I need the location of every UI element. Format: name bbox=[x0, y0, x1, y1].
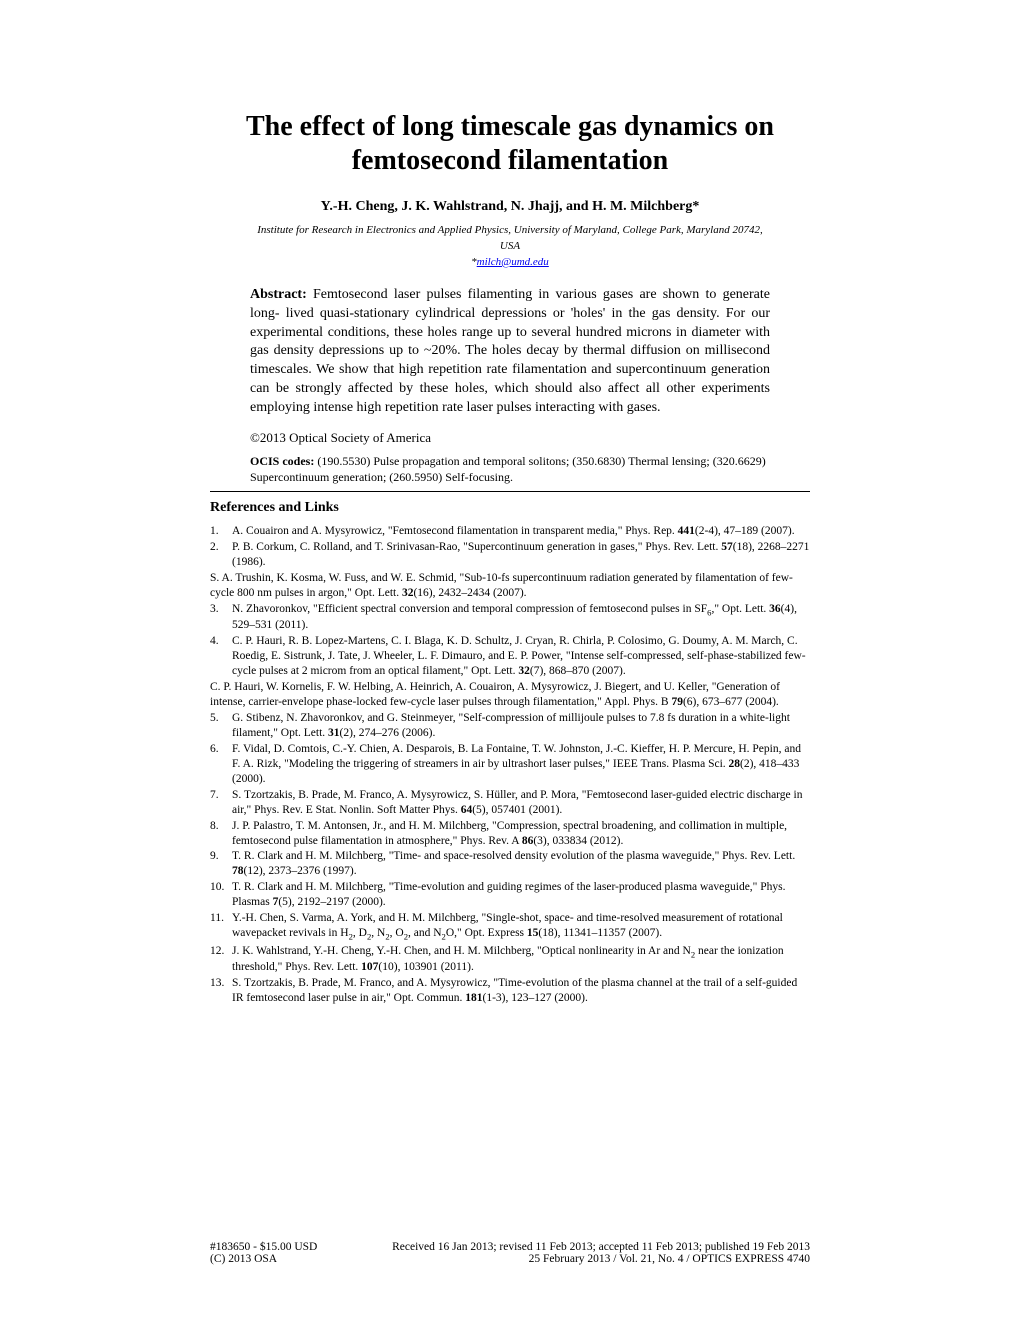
email-link[interactable]: milch@umd.edu bbox=[477, 256, 549, 268]
reference-item: 5.G. Stibenz, N. Zhavoronkov, and G. Ste… bbox=[210, 711, 810, 741]
footer-article-id: #183650 - $15.00 USD bbox=[210, 1241, 317, 1253]
reference-number: 12. bbox=[210, 944, 232, 975]
reference-item: 13.S. Tzortzakis, B. Prade, M. Franco, a… bbox=[210, 976, 810, 1006]
reference-text: N. Zhavoronkov, "Efficient spectral conv… bbox=[232, 602, 810, 633]
reference-number: 10. bbox=[210, 880, 232, 910]
reference-item: 8.J. P. Palastro, T. M. Antonsen, Jr., a… bbox=[210, 819, 810, 849]
reference-text: T. R. Clark and H. M. Milchberg, "Time-e… bbox=[232, 880, 810, 910]
page-footer: #183650 - $15.00 USD Received 16 Jan 201… bbox=[210, 1241, 810, 1265]
reference-number: 11. bbox=[210, 911, 232, 942]
reference-item: 1.A. Couairon and A. Mysyrowicz, "Femtos… bbox=[210, 524, 810, 539]
affiliation-line1: Institute for Research in Electronics an… bbox=[210, 223, 810, 237]
reference-item: 4.C. P. Hauri, R. B. Lopez-Martens, C. I… bbox=[210, 634, 810, 679]
reference-text: C. P. Hauri, R. B. Lopez-Martens, C. I. … bbox=[232, 634, 810, 679]
reference-number: 7. bbox=[210, 788, 232, 818]
reference-text: F. Vidal, D. Comtois, C.-Y. Chien, A. De… bbox=[232, 742, 810, 787]
reference-number: 13. bbox=[210, 976, 232, 1006]
footer-dates: Received 16 Jan 2013; revised 11 Feb 201… bbox=[392, 1241, 810, 1253]
reference-number: 1. bbox=[210, 524, 232, 539]
reference-text: S. A. Trushin, K. Kosma, W. Fuss, and W.… bbox=[210, 571, 810, 601]
reference-item: 6.F. Vidal, D. Comtois, C.-Y. Chien, A. … bbox=[210, 742, 810, 787]
authors: Y.-H. Cheng, J. K. Wahlstrand, N. Jhajj,… bbox=[210, 199, 810, 215]
abstract-label: Abstract: bbox=[250, 287, 307, 302]
references-list: 1.A. Couairon and A. Mysyrowicz, "Femtos… bbox=[210, 524, 810, 1006]
reference-item-continuation: S. A. Trushin, K. Kosma, W. Fuss, and W.… bbox=[210, 571, 810, 601]
affiliation-line2: USA bbox=[210, 239, 810, 253]
reference-number: 8. bbox=[210, 819, 232, 849]
corresponding-email: *milch@umd.edu bbox=[210, 256, 810, 268]
ocis-codes: OCIS codes: (190.5530) Pulse propagation… bbox=[210, 454, 810, 485]
reference-text: S. Tzortzakis, B. Prade, M. Franco, and … bbox=[232, 976, 810, 1006]
reference-text: C. P. Hauri, W. Kornelis, F. W. Helbing,… bbox=[210, 680, 810, 710]
abstract-block: Abstract: Femtosecond laser pulses filam… bbox=[210, 286, 810, 418]
references-heading: References and Links bbox=[210, 500, 810, 516]
reference-text: J. K. Wahlstrand, Y.-H. Cheng, Y.-H. Che… bbox=[232, 944, 810, 975]
reference-number: 4. bbox=[210, 634, 232, 679]
ocis-text: (190.5530) Pulse propagation and tempora… bbox=[250, 454, 766, 484]
reference-text: Y.-H. Chen, S. Varma, A. York, and H. M.… bbox=[232, 911, 810, 942]
reference-item: 9.T. R. Clark and H. M. Milchberg, "Time… bbox=[210, 849, 810, 879]
reference-text: P. B. Corkum, C. Rolland, and T. Sriniva… bbox=[232, 540, 810, 570]
reference-number: 6. bbox=[210, 742, 232, 787]
copyright-notice: ©2013 Optical Society of America bbox=[210, 430, 810, 446]
footer-issue: 25 February 2013 / Vol. 21, No. 4 / OPTI… bbox=[529, 1253, 810, 1265]
reference-text: S. Tzortzakis, B. Prade, M. Franco, A. M… bbox=[232, 788, 810, 818]
reference-text: T. R. Clark and H. M. Milchberg, "Time- … bbox=[232, 849, 810, 879]
reference-text: A. Couairon and A. Mysyrowicz, "Femtosec… bbox=[232, 524, 810, 539]
reference-item: 7.S. Tzortzakis, B. Prade, M. Franco, A.… bbox=[210, 788, 810, 818]
reference-item: 10.T. R. Clark and H. M. Milchberg, "Tim… bbox=[210, 880, 810, 910]
reference-item-continuation: C. P. Hauri, W. Kornelis, F. W. Helbing,… bbox=[210, 680, 810, 710]
abstract-body: Femtosecond laser pulses filamenting in … bbox=[250, 287, 770, 415]
reference-number: 9. bbox=[210, 849, 232, 879]
reference-number: 3. bbox=[210, 602, 232, 633]
reference-number: 5. bbox=[210, 711, 232, 741]
footer-copyright: (C) 2013 OSA bbox=[210, 1253, 277, 1265]
reference-item: 12.J. K. Wahlstrand, Y.-H. Cheng, Y.-H. … bbox=[210, 944, 810, 975]
reference-text: G. Stibenz, N. Zhavoronkov, and G. Stein… bbox=[232, 711, 810, 741]
paper-title: The effect of long timescale gas dynamic… bbox=[210, 110, 810, 177]
reference-number: 2. bbox=[210, 540, 232, 570]
reference-item: 3.N. Zhavoronkov, "Efficient spectral co… bbox=[210, 602, 810, 633]
reference-text: J. P. Palastro, T. M. Antonsen, Jr., and… bbox=[232, 819, 810, 849]
reference-item: 2.P. B. Corkum, C. Rolland, and T. Srini… bbox=[210, 540, 810, 570]
section-divider bbox=[210, 491, 810, 492]
reference-item: 11.Y.-H. Chen, S. Varma, A. York, and H.… bbox=[210, 911, 810, 942]
abstract-paragraph: Abstract: Femtosecond laser pulses filam… bbox=[250, 286, 770, 418]
ocis-label: OCIS codes: bbox=[250, 454, 314, 468]
